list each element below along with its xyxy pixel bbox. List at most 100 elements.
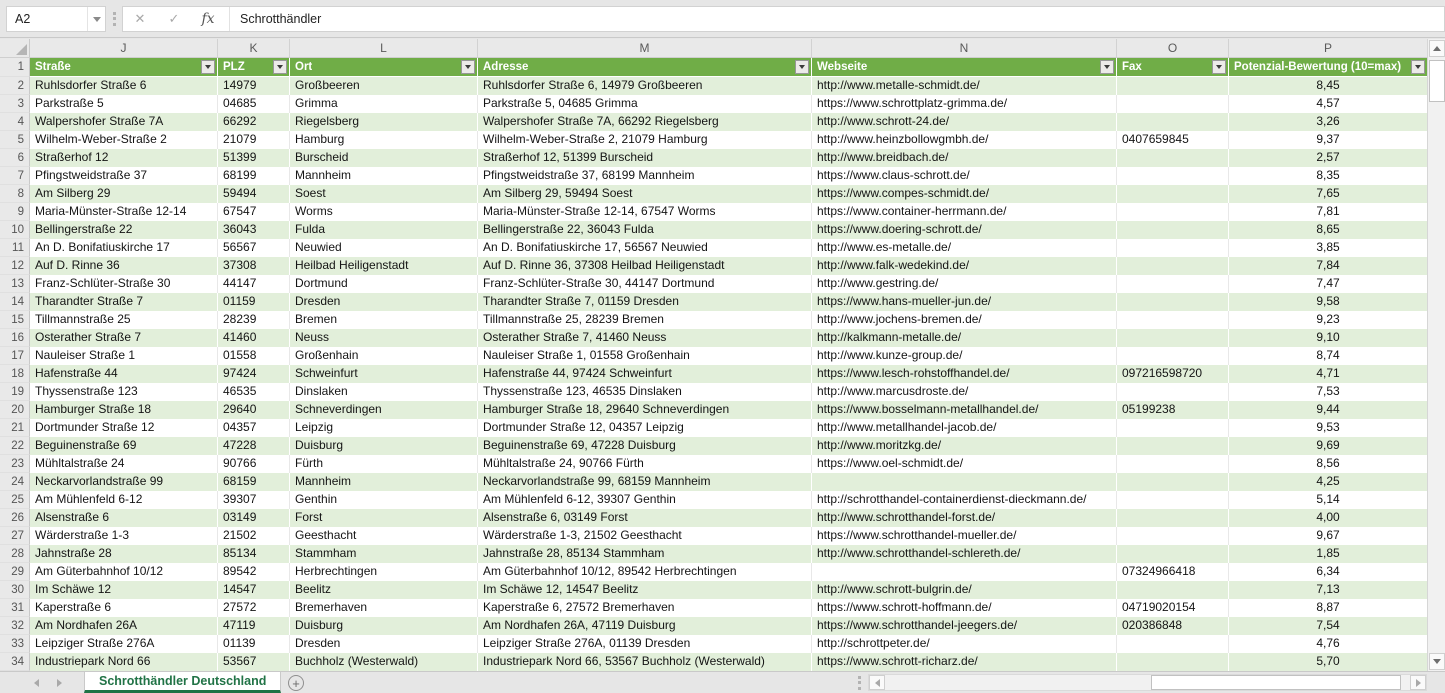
cell[interactable]: Maria-Münster-Straße 12-14 xyxy=(30,203,218,221)
cell[interactable]: 53567 xyxy=(218,653,290,671)
cell[interactable]: Fulda xyxy=(290,221,478,239)
cell[interactable]: 1,85 xyxy=(1316,546,1340,560)
cell[interactable]: http://www.falk-wedekind.de/ xyxy=(812,257,1117,275)
cell[interactable]: http://www.schrott-24.de/ xyxy=(812,113,1117,131)
cell[interactable]: 7,84 xyxy=(1316,258,1340,272)
cell[interactable] xyxy=(1117,455,1229,473)
cell[interactable]: 7,81 xyxy=(1316,204,1340,218)
cell[interactable] xyxy=(1117,491,1229,509)
cell[interactable]: Hafenstraße 44, 97424 Schweinfurt xyxy=(478,365,812,383)
header-cell-L[interactable]: Ort xyxy=(290,58,478,77)
cell[interactable]: Jahnstraße 28 xyxy=(30,545,218,563)
cell[interactable] xyxy=(1117,167,1229,185)
cell[interactable]: 21502 xyxy=(218,527,290,545)
cell[interactable]: Straßerhof 12, 51399 Burscheid xyxy=(478,149,812,167)
filter-dropdown-button[interactable] xyxy=(461,60,475,74)
cell[interactable]: Auf D. Rinne 36, 37308 Heilbad Heiligens… xyxy=(478,257,812,275)
cell[interactable]: 04357 xyxy=(218,419,290,437)
row-number[interactable]: 10 xyxy=(0,221,30,239)
cell[interactable]: Alsenstraße 6, 03149 Forst xyxy=(478,509,812,527)
cell[interactable]: 46535 xyxy=(218,383,290,401)
cell[interactable]: https://www.compes-schmidt.de/ xyxy=(812,185,1117,203)
cell[interactable]: Worms xyxy=(290,203,478,221)
cell[interactable]: 67547 xyxy=(218,203,290,221)
row-number[interactable]: 21 xyxy=(0,419,30,437)
row-number[interactable]: 8 xyxy=(0,185,30,203)
cell[interactable]: Bremerhaven xyxy=(290,599,478,617)
cell[interactable] xyxy=(1117,275,1229,293)
cell[interactable]: 47119 xyxy=(218,617,290,635)
row-number[interactable]: 31 xyxy=(0,599,30,617)
row-number[interactable]: 1 xyxy=(0,58,30,77)
cell[interactable]: 03149 xyxy=(218,509,290,527)
cell[interactable]: Osterather Straße 7, 41460 Neuss xyxy=(478,329,812,347)
formula-input[interactable]: Schrotthändler xyxy=(240,12,322,26)
cell[interactable]: Duisburg xyxy=(290,437,478,455)
cell[interactable]: 04719020154 xyxy=(1117,599,1229,617)
cell[interactable]: https://www.hans-mueller-jun.de/ xyxy=(812,293,1117,311)
cell[interactable]: 59494 xyxy=(218,185,290,203)
cell[interactable]: 9,44 xyxy=(1316,402,1340,416)
cell[interactable]: Fürth xyxy=(290,455,478,473)
cell[interactable]: Industriepark Nord 66, 53567 Buchholz (W… xyxy=(478,653,812,671)
cell[interactable]: Im Schäwe 12 xyxy=(30,581,218,599)
cell[interactable]: http://www.kunze-group.de/ xyxy=(812,347,1117,365)
row-number[interactable]: 17 xyxy=(0,347,30,365)
cell[interactable]: Bellingerstraße 22 xyxy=(30,221,218,239)
cell[interactable]: Am Nordhafen 26A xyxy=(30,617,218,635)
cell[interactable]: Geesthacht xyxy=(290,527,478,545)
cell[interactable]: 9,58 xyxy=(1316,294,1340,308)
cell[interactable]: 7,54 xyxy=(1316,618,1340,632)
cell[interactable]: Thyssenstraße 123, 46535 Dinslaken xyxy=(478,383,812,401)
cell[interactable]: Großenhain xyxy=(290,347,478,365)
filter-dropdown-button[interactable] xyxy=(1100,60,1114,74)
cell[interactable] xyxy=(1117,347,1229,365)
cell[interactable] xyxy=(1117,635,1229,653)
cell[interactable]: Schweinfurt xyxy=(290,365,478,383)
cell[interactable]: Thyssenstraße 123 xyxy=(30,383,218,401)
cell[interactable]: 3,85 xyxy=(1316,240,1340,254)
cell[interactable]: Neuss xyxy=(290,329,478,347)
cell[interactable]: Tillmannstraße 25, 28239 Bremen xyxy=(478,311,812,329)
column-letter-N[interactable]: N xyxy=(812,39,1117,57)
cell[interactable]: Walpershofer Straße 7A, 66292 Riegelsber… xyxy=(478,113,812,131)
cell[interactable]: Am Güterbahnhof 10/12 xyxy=(30,563,218,581)
cell[interactable]: Dortmunder Straße 12, 04357 Leipzig xyxy=(478,419,812,437)
cell[interactable]: 7,13 xyxy=(1316,582,1340,596)
cell[interactable]: Kaperstraße 6 xyxy=(30,599,218,617)
formula-bar-grip[interactable] xyxy=(113,12,116,26)
cell[interactable]: 29640 xyxy=(218,401,290,419)
cell[interactable]: 14979 xyxy=(218,77,290,95)
cell[interactable] xyxy=(1117,185,1229,203)
cell[interactable]: https://www.claus-schrott.de/ xyxy=(812,167,1117,185)
cell[interactable]: Am Mühlenfeld 6-12, 39307 Genthin xyxy=(478,491,812,509)
cell[interactable] xyxy=(1117,293,1229,311)
cell[interactable]: Wilhelm-Weber-Straße 2 xyxy=(30,131,218,149)
name-box[interactable]: A2 xyxy=(6,6,106,32)
cell[interactable]: Wilhelm-Weber-Straße 2, 21079 Hamburg xyxy=(478,131,812,149)
scroll-up-button[interactable] xyxy=(1429,40,1445,57)
row-number[interactable]: 9 xyxy=(0,203,30,221)
row-number[interactable]: 7 xyxy=(0,167,30,185)
cell[interactable]: http://kalkmann-metalle.de/ xyxy=(812,329,1117,347)
cell[interactable]: 90766 xyxy=(218,455,290,473)
cell[interactable]: Neckarvorlandstraße 99 xyxy=(30,473,218,491)
row-number[interactable]: 13 xyxy=(0,275,30,293)
cell[interactable]: 020386848 xyxy=(1117,617,1229,635)
cell[interactable] xyxy=(812,563,1117,581)
cell[interactable] xyxy=(1117,221,1229,239)
cell[interactable]: 04685 xyxy=(218,95,290,113)
cell[interactable]: Wärderstraße 1-3, 21502 Geesthacht xyxy=(478,527,812,545)
cell[interactable] xyxy=(1117,329,1229,347)
cell[interactable]: https://www.bosselmann-metallhandel.de/ xyxy=(812,401,1117,419)
row-number[interactable]: 33 xyxy=(0,635,30,653)
cell[interactable]: https://www.schrott-richarz.de/ xyxy=(812,653,1117,671)
cell[interactable]: Ruhlsdorfer Straße 6 xyxy=(30,77,218,95)
cell[interactable]: Parkstraße 5, 04685 Grimma xyxy=(478,95,812,113)
cell[interactable]: Neuwied xyxy=(290,239,478,257)
header-cell-M[interactable]: Adresse xyxy=(478,58,812,77)
cell[interactable] xyxy=(1117,113,1229,131)
cell[interactable]: 21079 xyxy=(218,131,290,149)
cell[interactable]: Tillmannstraße 25 xyxy=(30,311,218,329)
row-number[interactable]: 20 xyxy=(0,401,30,419)
